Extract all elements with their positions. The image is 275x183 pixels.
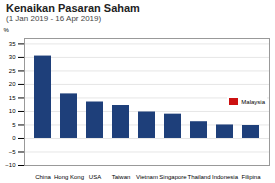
svg-text:Hong Kong: Hong Kong [54,174,84,180]
svg-text:Singapore: Singapore [159,174,187,180]
svg-text:Indonesia: Indonesia [212,174,239,180]
svg-text:5: 5 [12,122,16,128]
svg-text:Thailand: Thailand [187,174,210,180]
svg-text:Vietnam: Vietnam [136,174,158,180]
svg-text:10: 10 [9,108,16,114]
svg-text:Taiwan: Taiwan [112,174,131,180]
svg-text:−5: −5 [9,149,17,155]
svg-text:Filipina: Filipina [241,174,261,180]
html-text:Malaysia: Malaysia [241,98,265,105]
svg-text:China: China [35,174,51,180]
svg-text:35: 35 [9,41,16,47]
svg-text:20: 20 [9,81,16,87]
svg-text:25: 25 [9,68,16,74]
html-text:(1 Jan 2019 - 16 Apr 2019): (1 Jan 2019 - 16 Apr 2019) [6,14,102,23]
svg-text:30: 30 [9,54,16,60]
svg-text:0: 0 [12,135,16,141]
svg-text:15: 15 [9,95,16,101]
html-text:Kenaikan Pasaran Saham: Kenaikan Pasaran Saham [6,2,140,14]
svg-text:%: % [4,27,10,33]
svg-text:−10: −10 [5,162,16,168]
svg-text:USA: USA [89,174,101,180]
